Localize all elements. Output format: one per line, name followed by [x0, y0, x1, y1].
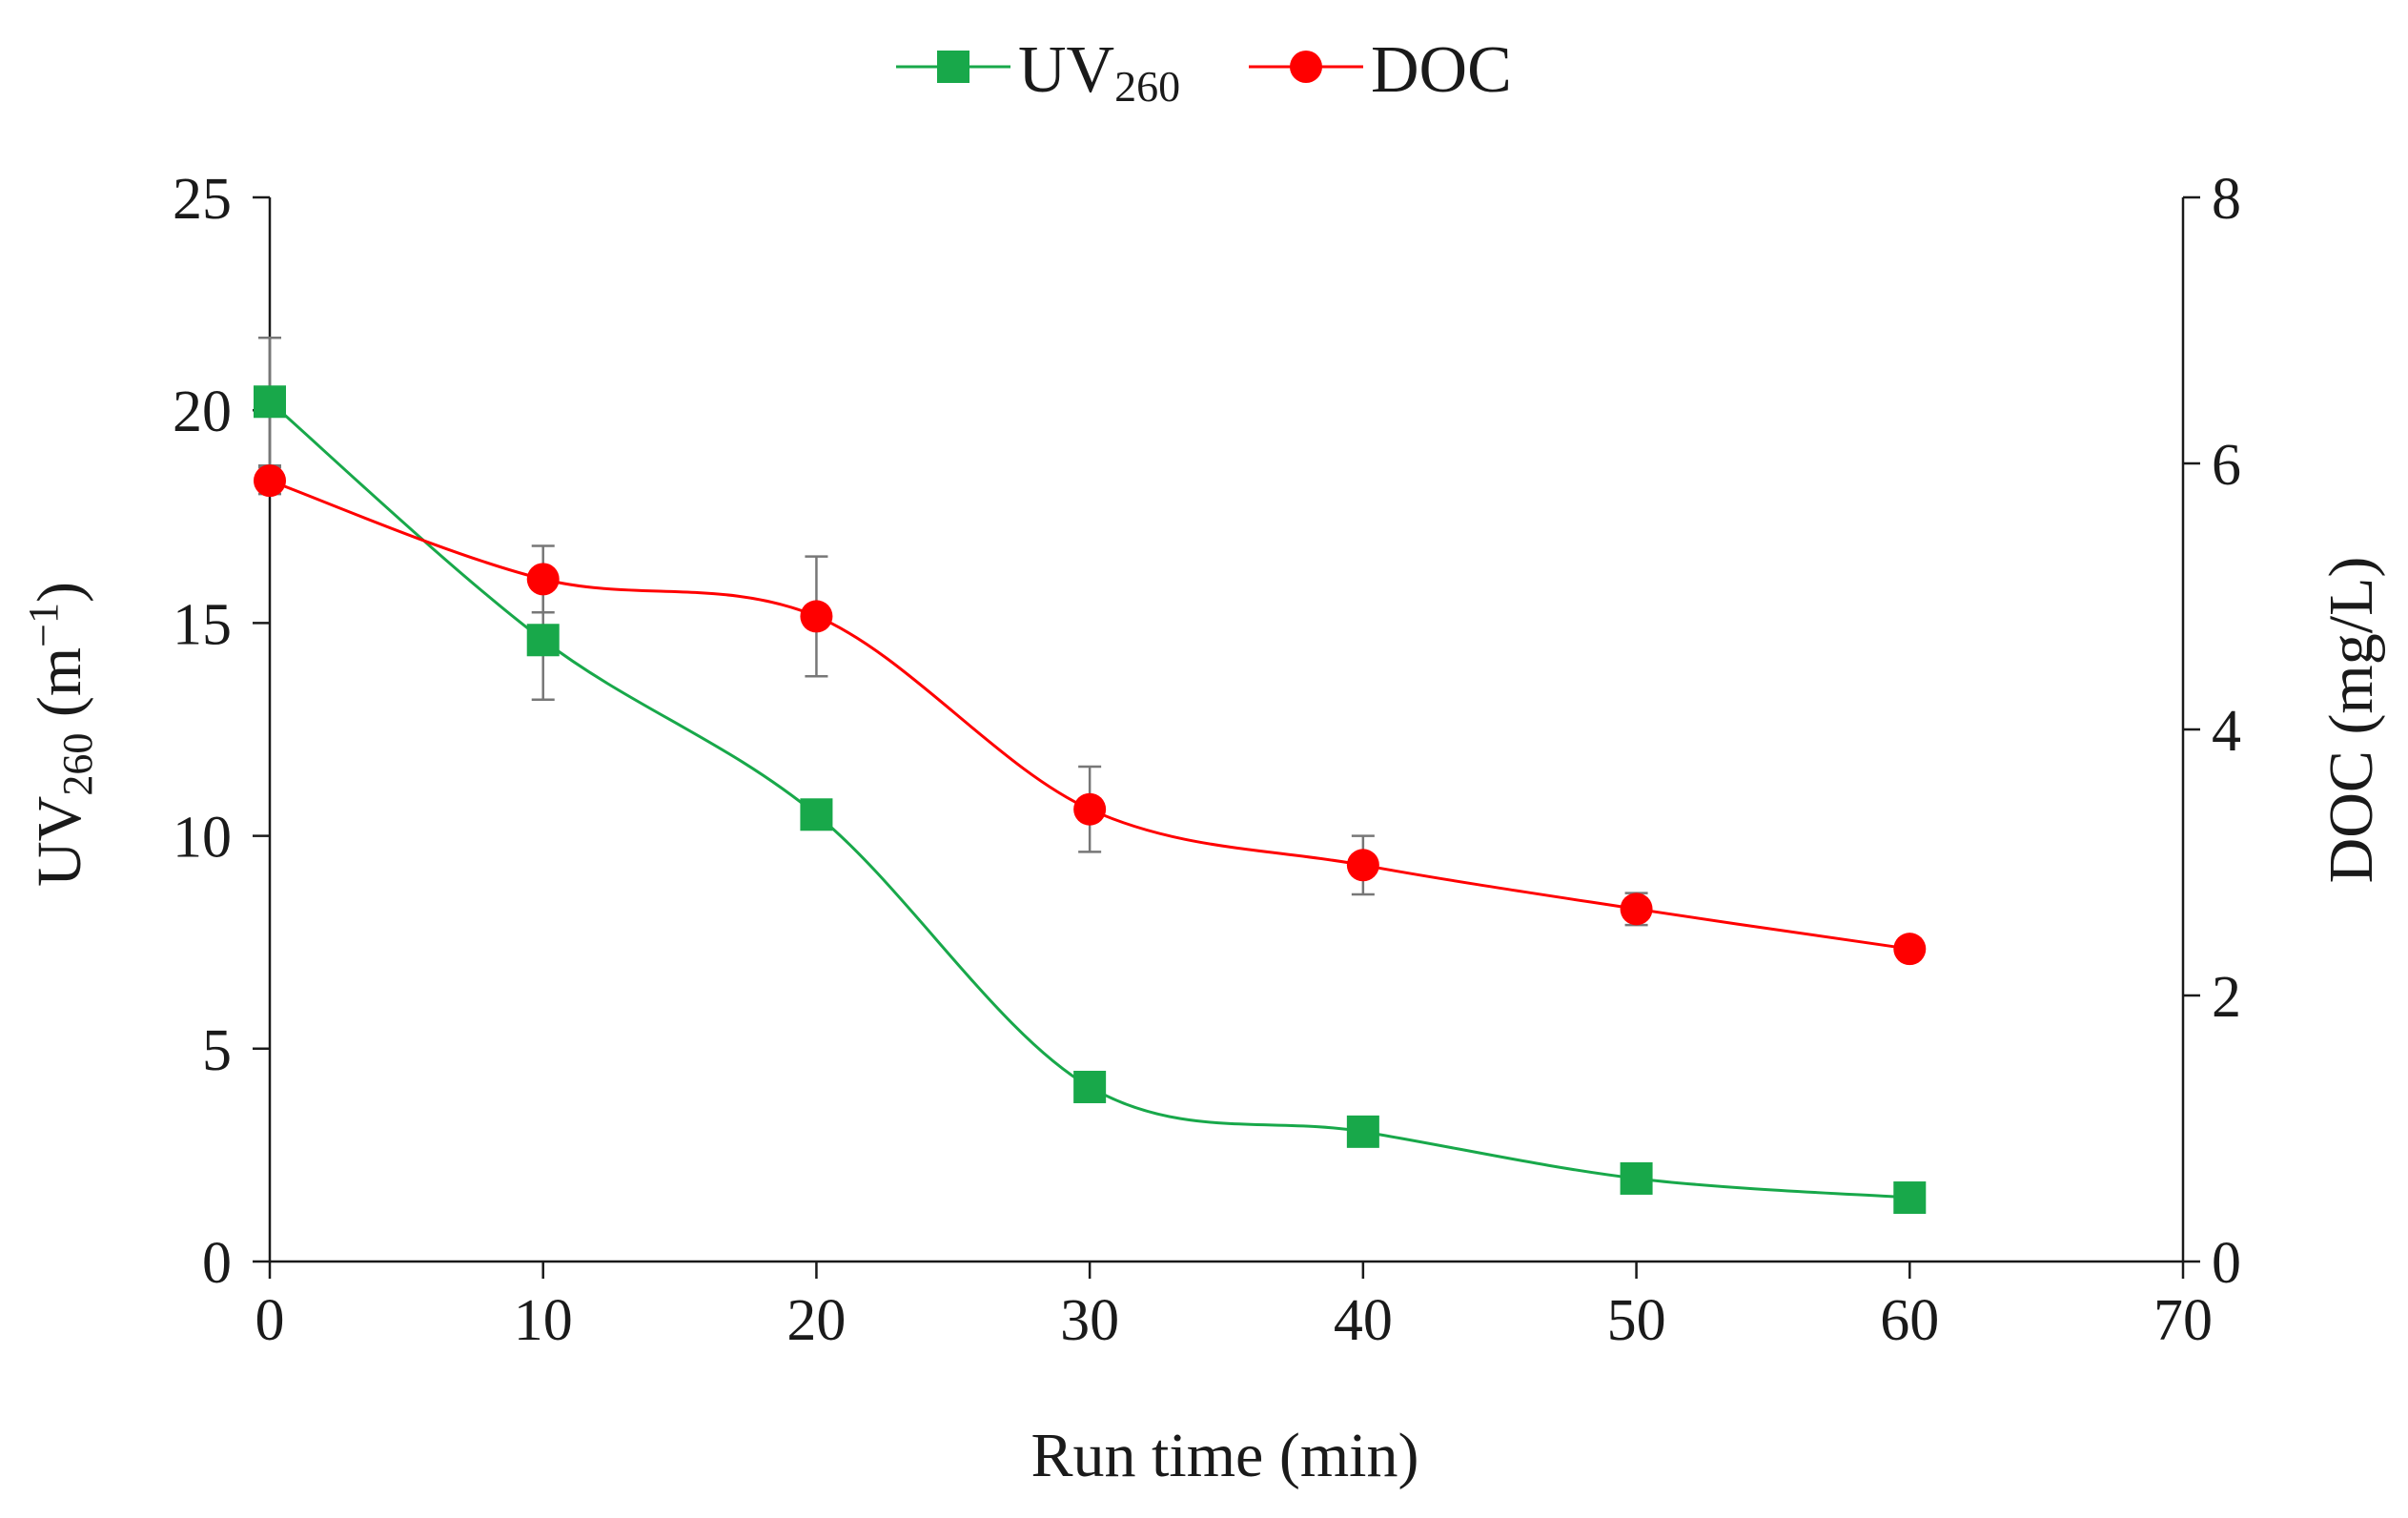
- y-left-tick-label: 5: [202, 1018, 232, 1083]
- doc-point: [800, 600, 833, 633]
- y-left-axis-title: UV260 (m−1): [20, 582, 101, 887]
- doc-series-line: [269, 479, 1910, 951]
- plot-area: [254, 337, 1927, 1215]
- legend-uv260-sub: 260: [1114, 62, 1180, 111]
- x-tick-label: 0: [255, 1288, 285, 1353]
- legend-uv260-label: UV260: [1018, 33, 1180, 111]
- y-left-tick-label: 10: [173, 806, 232, 871]
- y-left-tick-label: 0: [202, 1231, 232, 1296]
- y-left-title-suffix: (m: [25, 647, 94, 733]
- legend-uv260-marker: [937, 51, 969, 83]
- y-right-tick-label: 4: [2212, 699, 2241, 764]
- y-left-title-close: ): [25, 582, 94, 603]
- doc-point: [254, 464, 286, 498]
- legend-doc-label: DOC: [1371, 33, 1512, 107]
- uv260-point: [526, 624, 560, 657]
- uv260-point: [1620, 1161, 1653, 1195]
- y-left-title-main: UV: [25, 796, 94, 887]
- y-left-title-sup: −1: [20, 603, 67, 647]
- x-tick-label: 50: [1607, 1288, 1666, 1353]
- y-right-tick-label: 2: [2212, 965, 2241, 1030]
- y-left-tick-label: 15: [173, 592, 232, 657]
- doc-point: [1620, 892, 1653, 926]
- x-tick-label: 60: [1880, 1288, 1939, 1353]
- x-tick-label: 10: [514, 1288, 573, 1353]
- legend-doc-marker: [1290, 51, 1322, 83]
- uv260-point: [254, 385, 286, 419]
- y-left-tick-label: 20: [173, 380, 232, 444]
- x-tick-label: 20: [786, 1288, 846, 1353]
- y-right-tick-label: 0: [2212, 1231, 2241, 1296]
- uv260-point: [1346, 1115, 1379, 1148]
- y-left-title-sub: 260: [54, 733, 101, 796]
- x-tick-label: 70: [2153, 1288, 2213, 1353]
- y-right-tick-label: 8: [2212, 167, 2241, 232]
- legend: UV260 DOC: [896, 33, 1512, 111]
- y-left-tick-label: 25: [173, 167, 232, 232]
- doc-point: [1073, 792, 1107, 826]
- y-right-axis-title: DOC (mg/L): [2316, 557, 2386, 884]
- doc-point: [1893, 933, 1927, 966]
- x-tick-label: 40: [1334, 1288, 1393, 1353]
- uv260-point: [1893, 1181, 1927, 1215]
- x-axis-title: Run time (min): [1031, 1421, 1419, 1490]
- x-tick-label: 30: [1060, 1288, 1119, 1353]
- doc-point: [526, 563, 560, 596]
- uv260-point: [1073, 1070, 1107, 1103]
- y-right-tick-label: 6: [2212, 433, 2241, 498]
- legend-uv260-main: UV: [1018, 33, 1114, 107]
- doc-point: [1346, 849, 1379, 882]
- uv260-point: [800, 798, 833, 831]
